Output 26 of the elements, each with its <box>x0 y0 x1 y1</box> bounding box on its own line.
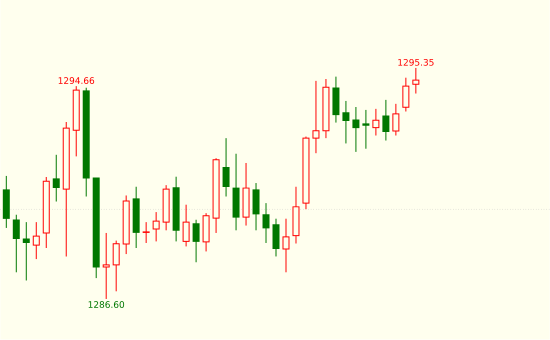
candlestick <box>362 110 370 150</box>
candlestick <box>102 232 110 300</box>
candlestick <box>182 204 190 248</box>
candlestick <box>222 138 230 198</box>
candlestick <box>352 106 360 153</box>
candlestick <box>392 104 400 136</box>
annotation: 1286.60 <box>88 301 124 308</box>
annotation: 1294.66 <box>58 77 94 84</box>
candlestick <box>402 77 410 112</box>
candlestick <box>142 222 150 244</box>
candlestick <box>262 202 270 244</box>
candlestick <box>22 222 30 282</box>
candlestick <box>312 80 320 154</box>
candlestick <box>382 100 390 142</box>
annotation: 1295.35 <box>398 59 434 66</box>
candlestick <box>12 214 20 273</box>
candlestick <box>272 218 280 258</box>
candlestick <box>112 240 120 292</box>
candlestick <box>412 68 420 94</box>
candlestick <box>342 100 350 144</box>
candlestick <box>32 222 40 260</box>
candlestick <box>52 154 60 202</box>
candlestick <box>152 212 160 242</box>
candlestick <box>192 219 200 263</box>
candlestick <box>282 218 290 273</box>
candlestick <box>372 108 380 136</box>
